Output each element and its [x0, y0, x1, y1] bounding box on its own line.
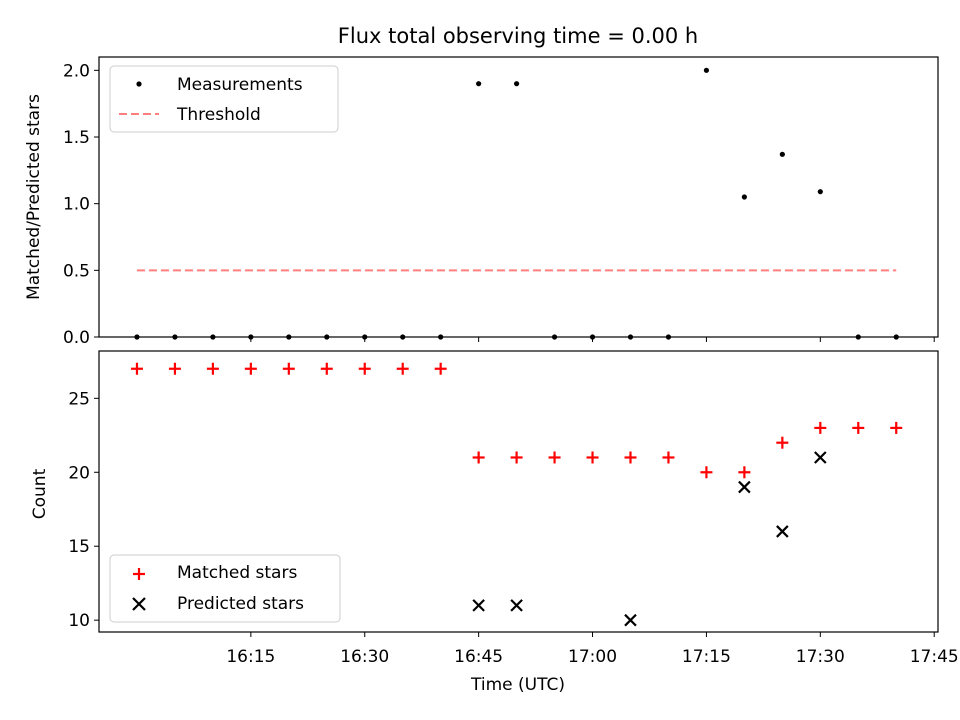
matched-star-point	[510, 451, 523, 464]
matched-star-point	[358, 362, 371, 375]
measurement-point	[551, 334, 558, 340]
legend-threshold-label: Threshold	[176, 105, 261, 125]
legend-predicted-marker	[132, 597, 146, 611]
y-tick-label: 0.5	[63, 261, 90, 281]
measurement-point	[893, 334, 899, 340]
matched-star-point	[738, 466, 751, 479]
measurement-point	[779, 151, 785, 157]
measurement-point	[400, 334, 406, 340]
matched-star-point	[624, 451, 637, 464]
matched-star-point	[320, 362, 333, 375]
predicted-star-point	[510, 599, 523, 612]
matched-star-point	[890, 421, 903, 434]
predicted-star-b	[510, 599, 523, 612]
bottom-legend-box	[109, 554, 341, 623]
measurement-point	[172, 334, 178, 340]
top-legend: Measurements Threshold	[109, 65, 339, 133]
bottom-y-axis-label: Count	[30, 468, 50, 519]
y-tick-label: 2.0	[63, 61, 90, 81]
matched-star-point	[168, 362, 181, 375]
measurement-point	[589, 334, 596, 340]
measurement-point	[665, 334, 672, 340]
predicted-star-point	[472, 599, 485, 612]
matched-star-point	[586, 451, 599, 464]
matched-star-point	[548, 451, 561, 464]
measurement-point	[855, 334, 861, 340]
matched-star-point	[396, 362, 409, 375]
y-tick-label: 20	[68, 463, 90, 483]
measurement-point	[324, 334, 330, 340]
y-tick-label: 15	[68, 537, 90, 557]
chart-title: Flux total observing time = 0.00 h	[338, 24, 698, 48]
measurement-point	[134, 334, 140, 340]
matched-star-point	[472, 451, 485, 464]
predicted-star-b	[624, 613, 637, 627]
matched-star-point	[434, 362, 447, 375]
predicted-star-b	[472, 599, 485, 612]
measurement-point	[741, 194, 747, 200]
y-tick-label: 1.0	[63, 195, 90, 215]
x-tick-label: 16:15	[226, 647, 275, 667]
measurement-point	[817, 189, 823, 195]
legend-measurements-label: Measurements	[177, 75, 303, 95]
top-legend-box	[109, 65, 339, 133]
matched-star-point	[814, 421, 827, 434]
matched-star-point	[776, 436, 789, 449]
matched-star-point	[130, 362, 143, 375]
y-tick-label: 0.0	[63, 328, 90, 348]
matched-star-point	[852, 421, 865, 434]
bottom-legend: Matched stars Predicted stars	[109, 554, 341, 623]
measurement-point	[514, 81, 520, 87]
matched-star-point	[700, 466, 713, 479]
y-tick-label: 1.5	[63, 128, 90, 148]
measurement-point	[703, 67, 710, 73]
x-tick-label: 16:45	[454, 647, 503, 667]
measurement-point	[286, 334, 292, 340]
top-series-layer	[134, 67, 899, 340]
measurement-point	[476, 81, 482, 87]
x-tick-label: 16:30	[340, 647, 389, 667]
measurement-point	[627, 334, 634, 340]
top-y-axis-label: Matched/Predicted stars	[24, 94, 44, 300]
legend-predicted-label: Predicted stars	[177, 594, 304, 614]
measurement-point	[362, 334, 368, 340]
predicted-star-point	[738, 480, 751, 494]
predicted-star-point	[624, 613, 637, 627]
matched-star-point	[662, 451, 675, 464]
bottom-series-layer	[130, 362, 903, 627]
measurement-point	[438, 334, 444, 340]
measurement-point	[210, 334, 216, 340]
x-tick-label: 17:00	[568, 647, 617, 667]
bottom-plot-frame	[98, 350, 939, 633]
predicted-star-b	[776, 525, 789, 538]
matched-star-point	[244, 362, 257, 375]
y-tick-label: 25	[68, 389, 90, 409]
legend-measurements-marker	[136, 81, 142, 87]
predicted-star-b	[738, 480, 751, 494]
x-axis-label: Time (UTC)	[470, 675, 565, 695]
x-tick-label: 17:15	[682, 647, 731, 667]
bottom-y-axis: 10 15 20 25	[68, 389, 99, 631]
x-tick-label: 17:30	[796, 647, 845, 667]
matched-star-point	[282, 362, 295, 375]
top-y-axis: 0.0 0.5 1.0 1.5 2.0	[63, 61, 99, 348]
top-plot-frame	[98, 56, 939, 338]
x-tick-label: 17:45	[910, 647, 959, 667]
matched-star-point	[206, 362, 219, 375]
predicted-star-point	[776, 525, 789, 538]
predicted-star-b	[814, 451, 827, 464]
legend-matched-marker	[133, 568, 145, 580]
legend-matched-label: Matched stars	[177, 563, 297, 583]
predicted-star-point	[814, 451, 827, 464]
measurement-point	[248, 334, 254, 340]
y-tick-label: 10	[68, 611, 90, 631]
